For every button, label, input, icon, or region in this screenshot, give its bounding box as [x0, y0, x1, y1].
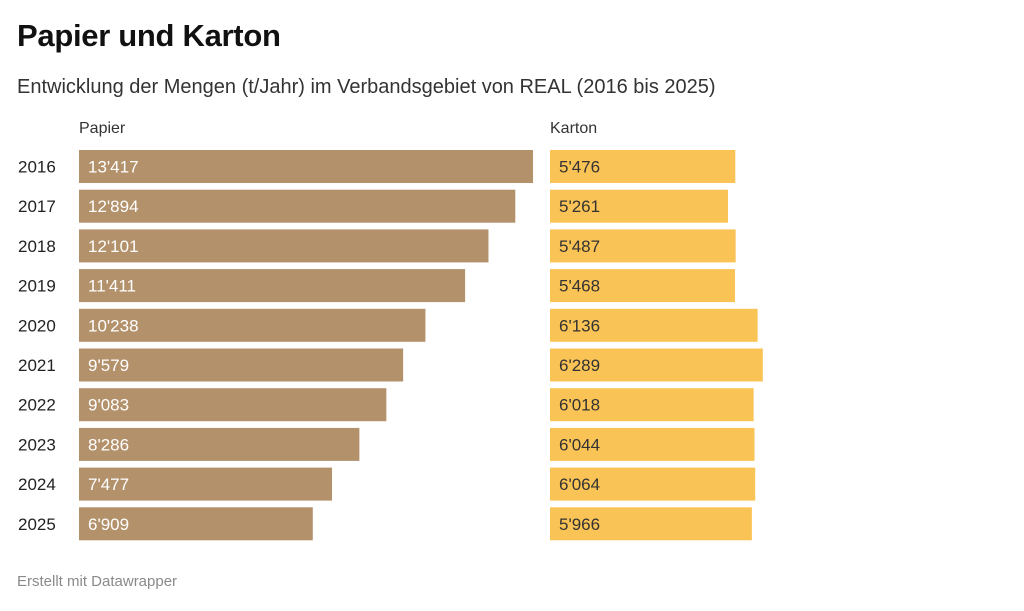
year-label: 2018: [18, 237, 56, 256]
bar-papier: [79, 388, 387, 422]
year-label: 2016: [18, 158, 56, 177]
chart-subtitle: Entwicklung der Mengen (t/Jahr) im Verba…: [17, 76, 716, 98]
bar-karton: [550, 308, 758, 342]
value-label-karton: 5'476: [559, 158, 600, 177]
bar-karton: [550, 229, 736, 263]
column-header-papier: Papier: [79, 120, 126, 137]
row-2025: 2025 6'909 5'966: [18, 507, 752, 541]
row-2021: 2021 9'579 6'289: [18, 348, 763, 382]
year-label: 2022: [18, 396, 56, 415]
value-label-karton: 5'966: [559, 515, 600, 534]
row-2022: 2022 9'083 6'018: [18, 388, 754, 422]
value-label-papier: 12'894: [88, 197, 139, 216]
row-2023: 2023 8'286 6'044: [18, 427, 755, 461]
bar-papier: [79, 507, 313, 541]
bar-papier: [79, 348, 404, 382]
bar-karton: [550, 348, 763, 382]
row-2024: 2024 7'477 6'064: [18, 467, 756, 501]
footer-credit: Erstellt mit Datawrapper: [17, 573, 178, 590]
year-label: 2024: [18, 475, 56, 494]
value-label-papier: 9'083: [88, 396, 129, 415]
value-label-karton: 6'044: [559, 435, 600, 454]
year-label: 2023: [18, 435, 56, 454]
row-2017: 2017 12'894 5'261: [18, 189, 729, 223]
year-label: 2021: [18, 356, 56, 375]
bar-papier: [79, 269, 466, 303]
value-label-papier: 7'477: [88, 475, 129, 494]
bar-karton: [550, 427, 755, 461]
value-label-karton: 5'487: [559, 237, 600, 256]
bar-karton: [550, 467, 756, 501]
bar-papier: [79, 189, 516, 223]
bar-papier: [79, 229, 489, 263]
row-2018: 2018 12'101 5'487: [18, 229, 736, 263]
column-header-karton: Karton: [550, 120, 598, 137]
year-label: 2017: [18, 197, 56, 216]
value-label-papier: 13'417: [88, 158, 139, 177]
bar-papier: [79, 427, 360, 461]
year-label: 2020: [18, 316, 56, 335]
value-label-papier: 8'286: [88, 435, 129, 454]
value-label-karton: 6'018: [559, 396, 600, 415]
bar-karton: [550, 189, 729, 223]
year-label: 2019: [18, 277, 56, 296]
bar-karton: [550, 388, 754, 422]
row-2020: 2020 10'238 6'136: [18, 308, 758, 342]
value-label-papier: 6'909: [88, 515, 129, 534]
year-label: 2025: [18, 515, 56, 534]
bar-karton: [550, 507, 752, 541]
bar-papier: [79, 308, 426, 342]
bar-karton: [550, 150, 736, 183]
row-2016: 2016 13'417 5'476: [18, 150, 736, 183]
value-label-karton: 6'289: [559, 356, 600, 375]
value-label-karton: 5'468: [559, 277, 600, 296]
chart-title: Papier und Karton: [17, 18, 281, 53]
value-label-papier: 11'411: [88, 277, 136, 296]
bar-papier: [79, 467, 333, 501]
row-2019: 2019 11'411 5'468: [18, 269, 736, 303]
value-label-papier: 10'238: [88, 316, 139, 335]
value-label-karton: 6'064: [559, 475, 600, 494]
value-label-papier: 9'579: [88, 356, 129, 375]
value-label-papier: 12'101: [88, 237, 139, 256]
value-label-karton: 5'261: [559, 197, 600, 216]
bar-papier: [79, 150, 533, 183]
value-label-karton: 6'136: [559, 316, 600, 335]
bar-karton: [550, 269, 736, 303]
